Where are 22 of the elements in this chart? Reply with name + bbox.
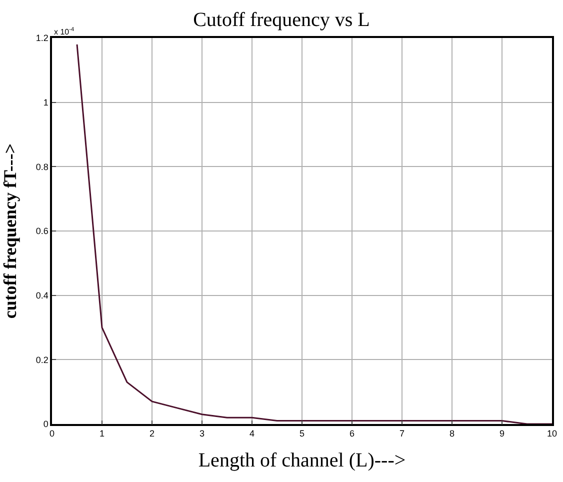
x-tick-label: 1	[99, 428, 105, 439]
x-tick-label: 10	[546, 428, 558, 439]
x-tick-label: 9	[499, 428, 505, 439]
x-tick-label: 5	[299, 428, 305, 439]
x-tick-label: 3	[199, 428, 205, 439]
y-tick-label: 1.2	[36, 33, 48, 44]
x-tick-label: 6	[349, 428, 355, 439]
y-tick-label: 0.4	[36, 290, 48, 300]
x-tick-label: 2	[149, 428, 155, 439]
y-tick-label: 0	[43, 419, 48, 430]
y-tick-label: 0.6	[36, 226, 48, 236]
y-axis-title: cutoff frequency fT--->	[0, 143, 20, 319]
x-tick-label: 7	[399, 428, 405, 439]
y-tick-label: 0.2	[36, 354, 48, 365]
x-tick-label: 4	[249, 428, 255, 439]
x-axis-title: Length of channel (L)--->	[198, 450, 406, 472]
text: x 10$^{-4}$	[54, 27, 74, 36]
x-tick-label: 8	[449, 428, 455, 439]
line-series	[76, 44, 552, 424]
y-tick-label: 0.8	[36, 162, 48, 172]
chart-title: Cutoff frequency vs L	[193, 9, 370, 32]
y-tick-label: 1	[43, 97, 48, 108]
